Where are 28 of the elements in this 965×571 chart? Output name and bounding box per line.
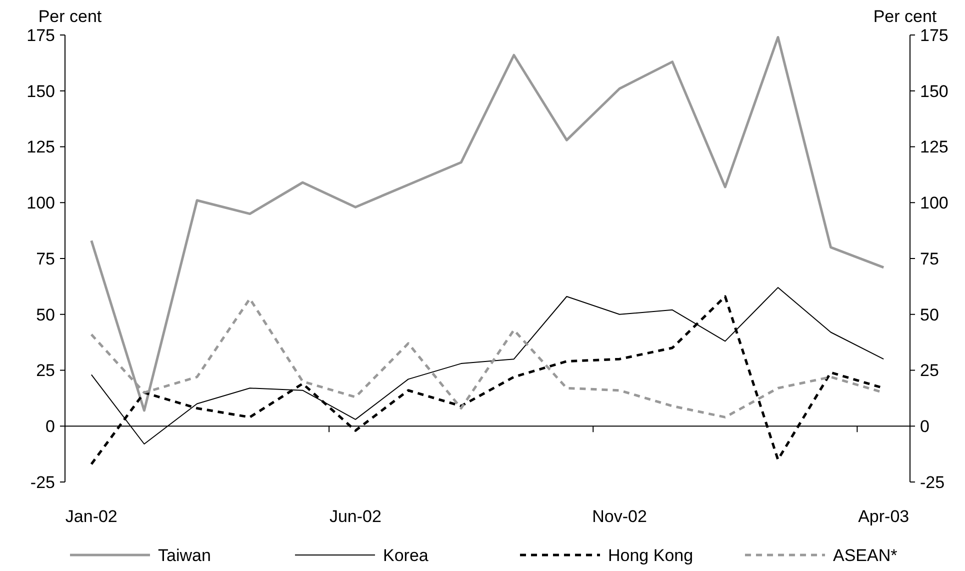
y2-tick-label: 50 xyxy=(920,305,939,324)
y2-tick-label: 150 xyxy=(920,82,948,101)
y-tick-label: -25 xyxy=(30,472,55,492)
x-tick-label: Apr-03 xyxy=(858,507,910,526)
y-tick-label: 100 xyxy=(26,194,55,213)
y2-tick-label: 100 xyxy=(920,194,948,213)
y2-tick-label: -25 xyxy=(920,472,945,492)
legend-label: ASEAN* xyxy=(833,546,898,565)
y2-tick-label: 25 xyxy=(920,361,939,380)
y-tick-label: 50 xyxy=(36,305,55,324)
x-tick-label: Nov-02 xyxy=(592,507,647,526)
y2-tick-label: 75 xyxy=(920,249,939,268)
y-tick-label: 175 xyxy=(26,26,55,45)
y2-tick-label: 125 xyxy=(920,138,948,157)
y-tick-label: 25 xyxy=(36,361,55,380)
legend-label: Taiwan xyxy=(158,546,211,565)
x-tick-label: Jun-02 xyxy=(329,507,382,526)
y-tick-label: 150 xyxy=(26,82,55,101)
y2-tick-label: 0 xyxy=(920,417,930,436)
y-tick-label: 0 xyxy=(46,417,55,436)
x-tick-label: Jan-02 xyxy=(65,507,118,526)
y2-tick-label: 175 xyxy=(920,26,948,45)
y2-axis-title: Per cent xyxy=(873,7,937,26)
legend-label: Korea xyxy=(383,546,429,565)
y-tick-label: 125 xyxy=(26,138,55,157)
y-tick-label: 75 xyxy=(36,249,55,268)
legend-label: Hong Kong xyxy=(608,546,694,565)
y-axis-title: Per cent xyxy=(38,7,102,26)
